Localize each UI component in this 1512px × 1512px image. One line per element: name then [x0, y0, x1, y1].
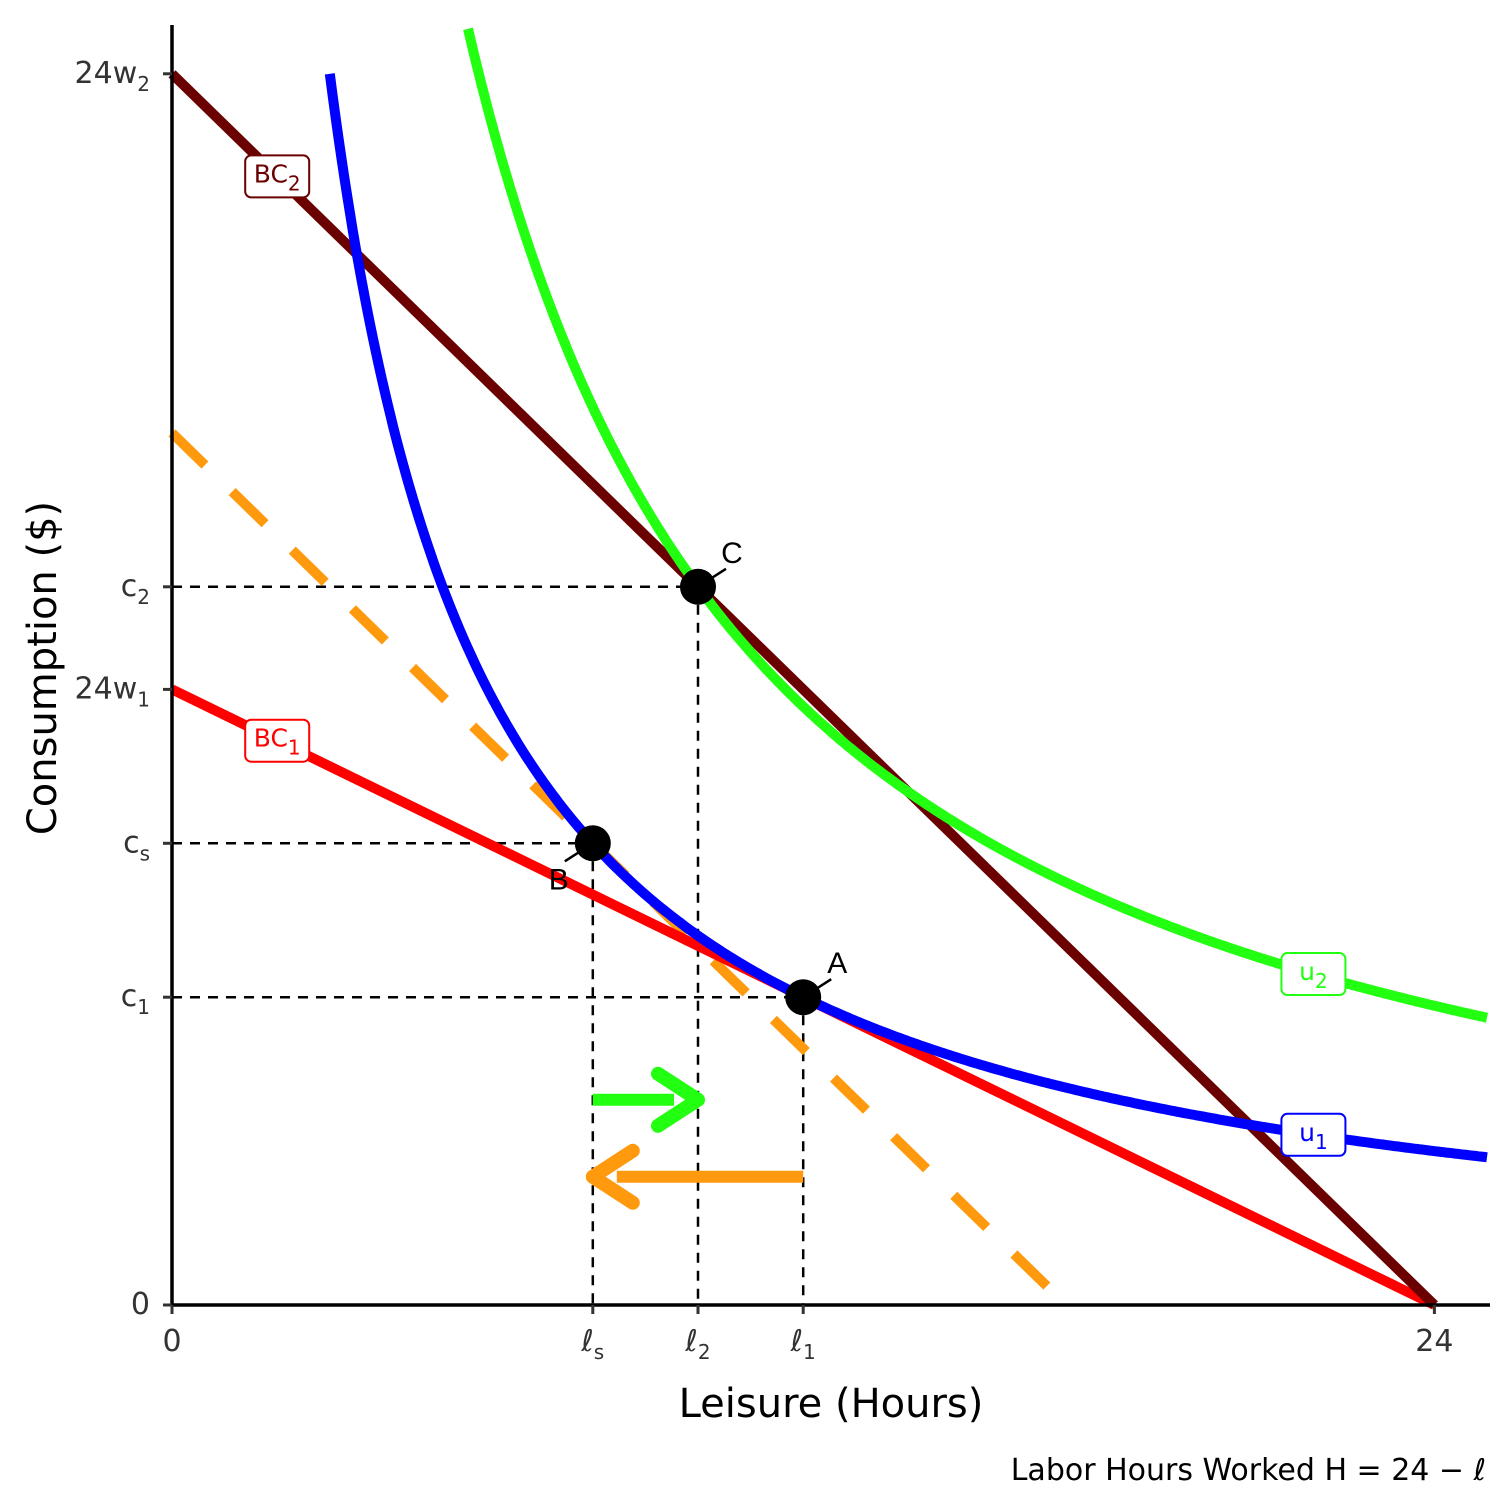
label-bc1-box: [244, 718, 311, 763]
point-c: [680, 568, 716, 605]
point-label-b: B: [549, 863, 569, 896]
y-tick-label-c2: c2: [121, 569, 150, 609]
guide-lines: [172, 585, 805, 1305]
point-label-c: C: [721, 537, 743, 570]
y-tick-label-0: 0: [131, 1287, 150, 1322]
y-tick-label-24w2: 24w2: [75, 56, 150, 96]
point-a: [785, 979, 822, 1016]
y-tick-label-cs: cs: [123, 825, 150, 865]
y-axis-title: Consumption ($): [20, 501, 66, 835]
shift-arrow-head-1: [651, 1066, 705, 1133]
x-tick-label-0: 0: [162, 1324, 181, 1359]
tick-labels: 0 ℓs ℓ2 ℓ1 24 0 c1 cs 24w1 c2 24w2: [75, 56, 1454, 1364]
chart-caption: Labor Hours Worked H = 24 − ℓ: [1011, 1453, 1486, 1488]
x-axis-title: Leisure (Hours): [679, 1381, 984, 1427]
x-tick-label-s: ℓs: [580, 1324, 604, 1364]
point-b: [574, 825, 611, 862]
axes: [170, 25, 1490, 1307]
label-u2-box: [1280, 952, 1347, 997]
x-tick-label-24: 24: [1415, 1324, 1453, 1359]
budget-line-bc2: [168, 70, 1438, 1309]
point-label-a: A: [827, 947, 847, 980]
shift-arrow-head-2: [585, 1143, 640, 1210]
label-u1-box: [1280, 1112, 1347, 1157]
x-tick-label-1: ℓ1: [790, 1324, 816, 1364]
label-bc2-box: [244, 154, 311, 199]
shift-arrows: [585, 1066, 804, 1210]
equilibrium-points: A B C: [549, 537, 847, 1016]
x-tick-label-2: ℓ2: [684, 1324, 710, 1364]
y-tick-label-c1: c1: [121, 979, 150, 1019]
y-tick-label-24w1: 24w1: [75, 671, 150, 711]
